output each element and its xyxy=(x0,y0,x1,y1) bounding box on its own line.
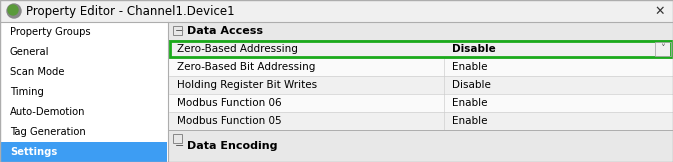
Circle shape xyxy=(7,4,21,18)
Bar xyxy=(0,22,168,162)
Text: Auto-Demotion: Auto-Demotion xyxy=(10,107,85,117)
Text: Tag Generation: Tag Generation xyxy=(10,127,85,137)
Text: Property Groups: Property Groups xyxy=(10,27,91,37)
Text: Holding Register Bit Writes: Holding Register Bit Writes xyxy=(177,80,317,90)
Bar xyxy=(655,42,671,56)
Text: General: General xyxy=(10,47,50,57)
Text: Modbus Function 05: Modbus Function 05 xyxy=(177,116,281,126)
Bar xyxy=(170,41,671,57)
Text: Scan Mode: Scan Mode xyxy=(10,67,65,77)
Text: Timing: Timing xyxy=(10,87,44,97)
Bar xyxy=(169,22,673,162)
Text: Enable: Enable xyxy=(452,98,487,108)
Text: Data Encoding: Data Encoding xyxy=(187,141,277,151)
Text: Zero-Based Bit Addressing: Zero-Based Bit Addressing xyxy=(177,62,316,72)
Text: Property Editor - Channel1.Device1: Property Editor - Channel1.Device1 xyxy=(26,5,235,17)
Bar xyxy=(169,76,673,94)
Text: −: − xyxy=(175,141,184,151)
Circle shape xyxy=(8,5,18,15)
Text: Enable: Enable xyxy=(452,116,487,126)
Bar xyxy=(169,40,673,58)
Bar xyxy=(173,26,182,35)
Bar xyxy=(169,22,673,40)
Bar xyxy=(0,0,673,22)
Text: ˅: ˅ xyxy=(661,44,666,54)
Text: −: − xyxy=(175,26,184,36)
Text: Zero-Based Addressing: Zero-Based Addressing xyxy=(177,44,298,54)
Text: Settings: Settings xyxy=(10,147,57,157)
Text: Disable: Disable xyxy=(452,44,495,54)
Bar xyxy=(655,42,671,56)
Text: ✕: ✕ xyxy=(655,5,665,17)
Text: Disable: Disable xyxy=(452,80,491,90)
Bar xyxy=(169,58,673,76)
Text: Modbus Function 06: Modbus Function 06 xyxy=(177,98,281,108)
Text: Data Access: Data Access xyxy=(187,26,263,36)
Bar xyxy=(169,94,673,112)
Bar xyxy=(169,112,673,130)
Bar xyxy=(169,130,673,162)
Bar xyxy=(1,142,167,162)
Text: Enable: Enable xyxy=(452,62,487,72)
Bar xyxy=(173,134,182,143)
